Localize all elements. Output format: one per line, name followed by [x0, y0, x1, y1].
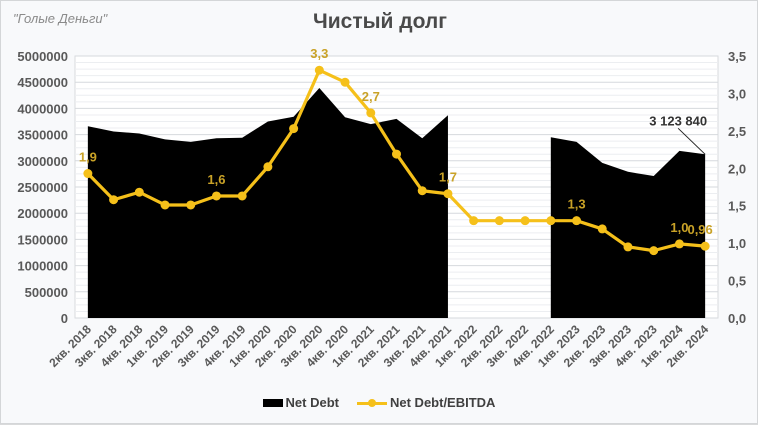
legend-label-net-debt: Net Debt [285, 395, 339, 410]
ratio-marker [340, 77, 350, 87]
ratio-data-label: 1,6 [207, 172, 225, 187]
ratio-marker [160, 200, 170, 210]
watermark: "Голые Деньги" [13, 11, 108, 26]
ratio-marker [263, 162, 273, 172]
right-axis-tick: 0,0 [728, 311, 746, 326]
right-axis-tick: 1,0 [728, 236, 746, 251]
ratio-marker [674, 239, 684, 249]
ratio-marker [520, 216, 530, 226]
left-axis-tick: 2000000 [17, 206, 68, 221]
line-marker-swatch-icon [357, 398, 387, 408]
right-axis-tick: 0,5 [728, 274, 746, 289]
ratio-marker [572, 216, 582, 226]
ratio-data-label: 1,3 [568, 197, 586, 212]
net-debt-area [550, 137, 706, 318]
left-axis-tick: 3500000 [17, 128, 68, 143]
net-debt-area [87, 87, 448, 319]
right-axis-tick: 2,0 [728, 161, 746, 176]
ratio-marker [392, 149, 401, 159]
ratio-marker [314, 65, 324, 75]
legend: Net Debt Net Debt/EBITDA [0, 395, 758, 410]
legend-item-net-debt[interactable]: Net Debt [262, 395, 339, 410]
ratio-marker [649, 246, 659, 256]
left-axis-tick: 3000000 [17, 154, 68, 169]
right-axis-tick: 2,5 [728, 124, 746, 139]
legend-item-ratio[interactable]: Net Debt/EBITDA [357, 395, 495, 410]
ratio-marker [546, 216, 556, 226]
left-axis-tick: 0 [61, 311, 68, 326]
area-swatch-icon [262, 398, 283, 407]
left-axis-tick: 500000 [25, 285, 68, 300]
chart-title: Чистый долг [312, 10, 448, 33]
ratio-marker [109, 195, 119, 205]
ratio-marker [186, 200, 196, 210]
ratio-marker [211, 191, 221, 201]
ratio-data-label: 3,3 [310, 46, 328, 61]
left-axis-tick: 4500000 [17, 75, 68, 90]
right-axis-tick: 1,5 [728, 199, 746, 214]
ratio-marker [366, 108, 376, 118]
data-label-leader [677, 127, 706, 155]
left-axis-tick: 5000000 [17, 49, 68, 64]
ratio-marker [289, 124, 299, 134]
ratio-marker [443, 189, 453, 199]
ratio-data-label: 1,9 [79, 150, 97, 165]
legend-label-ratio: Net Debt/EBITDA [390, 395, 496, 410]
left-axis-tick: 2500000 [17, 180, 68, 195]
right-axis-tick: 3,5 [728, 49, 746, 64]
right-axis-tick: 3,0 [728, 86, 746, 101]
ratio-data-label: 0,96 [687, 222, 712, 237]
ratio-marker [134, 187, 144, 197]
net-debt-data-label: 3 123 840 [649, 113, 707, 128]
ratio-data-label: 1,7 [439, 170, 457, 185]
ratio-marker [417, 186, 427, 196]
ratio-data-label: 1,0 [670, 220, 688, 235]
ratio-data-label: 2,7 [362, 89, 380, 104]
ratio-marker [237, 191, 247, 201]
ratio-marker [494, 216, 504, 226]
left-axis-tick: 1000000 [17, 259, 68, 274]
ratio-marker [623, 242, 633, 252]
left-axis-tick: 1500000 [17, 232, 68, 247]
left-axis-tick: 4000000 [17, 101, 68, 116]
ratio-marker [700, 241, 710, 251]
ratio-marker [597, 224, 607, 234]
ratio-marker [83, 169, 93, 179]
ratio-marker [469, 216, 479, 226]
